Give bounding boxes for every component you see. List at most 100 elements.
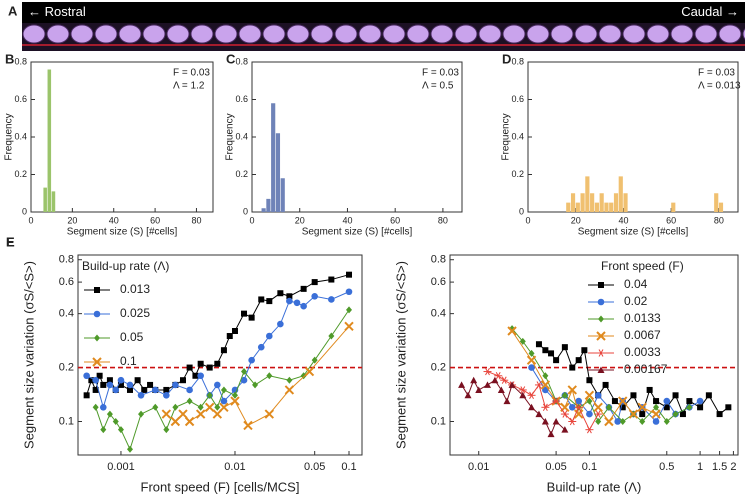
marker	[527, 391, 536, 400]
y-tick-label: 0.1	[59, 415, 74, 427]
marker	[614, 418, 621, 425]
marker	[92, 376, 99, 384]
marker	[646, 386, 653, 393]
x-tick-label: 0.5	[659, 461, 674, 473]
legend-item: 0.04	[588, 277, 648, 291]
y-axis-label: Frequency	[4, 113, 15, 160]
y-tick-label: 0.8	[431, 254, 446, 266]
marker	[300, 372, 307, 380]
marker	[716, 411, 723, 418]
marker	[575, 397, 582, 405]
y-tick-label: 0.4	[431, 308, 446, 320]
marker	[197, 360, 204, 367]
histogram-bar	[51, 191, 56, 212]
y-tick-label: 0.6	[235, 94, 248, 104]
marker	[500, 376, 509, 384]
marker	[248, 314, 255, 321]
marker	[94, 334, 100, 342]
marker	[547, 430, 555, 438]
marker	[597, 298, 605, 306]
marker	[344, 321, 354, 331]
y-axis-label: Frequency	[501, 113, 512, 160]
y-tick-label: 0.2	[511, 169, 524, 179]
marker	[206, 364, 213, 371]
marker	[172, 381, 179, 389]
histogram-bar	[623, 193, 628, 212]
marker	[186, 397, 193, 405]
legend-item: 0.0133	[588, 311, 661, 325]
marker	[311, 292, 318, 300]
marker	[93, 310, 101, 318]
legend-label: 0.0033	[624, 345, 661, 359]
marker	[594, 392, 602, 399]
y-tick-label: 0.6	[59, 276, 74, 288]
legend-item: 0.0067	[588, 328, 661, 342]
legend-label: 0.1	[120, 354, 137, 368]
marker	[345, 288, 353, 296]
marker	[586, 397, 593, 405]
histogram-bar	[271, 103, 276, 212]
marker	[705, 392, 712, 399]
marker	[106, 410, 113, 418]
marker	[264, 409, 275, 419]
x-tick-label: 0.05	[304, 461, 325, 473]
marker	[214, 360, 221, 367]
marker	[507, 326, 517, 336]
histogram-bar	[566, 202, 571, 212]
marker	[568, 404, 576, 411]
marker	[286, 297, 293, 305]
x-axis-label: Segment size (S) [#cells]	[302, 227, 413, 238]
marker	[328, 296, 335, 303]
marker	[141, 386, 148, 393]
panel-label: D	[502, 51, 511, 66]
y-tick-label: 0.2	[59, 361, 74, 373]
histogram-bar	[613, 193, 619, 212]
y-tick-label: 0.6	[14, 94, 27, 104]
marker	[83, 392, 90, 399]
y-tick-label: 0.4	[511, 131, 524, 141]
marker	[569, 364, 576, 371]
marker	[231, 391, 238, 399]
marker	[230, 396, 240, 406]
marker	[266, 298, 273, 305]
x-tick-label: 0.1	[341, 461, 356, 473]
marker	[518, 386, 527, 394]
marker	[147, 381, 154, 388]
marker	[458, 381, 466, 388]
x-tick-label: 0	[525, 215, 530, 225]
marker	[204, 402, 215, 413]
y-tick-label: 0.4	[59, 308, 74, 320]
marker	[137, 392, 145, 399]
marker	[112, 417, 119, 425]
marker	[696, 397, 704, 405]
legend-title: Front speed (F)	[601, 259, 684, 273]
marker	[92, 357, 102, 367]
marker	[484, 381, 492, 388]
histogram-bar	[590, 193, 595, 212]
marker	[542, 372, 549, 380]
histogram-bar	[261, 208, 266, 212]
marker	[628, 409, 639, 419]
marker	[214, 403, 221, 411]
marker	[605, 403, 612, 411]
annotation: Λ = 1.2	[173, 81, 205, 92]
marker	[163, 426, 170, 434]
y-tick-label: 0.8	[235, 56, 248, 66]
y-tick-label: 0	[22, 206, 27, 216]
marker	[619, 417, 626, 425]
marker	[672, 392, 679, 399]
legend-title: Build-up rate (Λ)	[82, 259, 169, 273]
y-tick-label: 0.2	[431, 361, 446, 373]
histogram-bar	[599, 193, 604, 212]
histogram-bar	[275, 133, 281, 212]
marker	[220, 347, 227, 354]
marker	[220, 397, 228, 405]
marker	[464, 391, 472, 399]
marker	[508, 381, 516, 388]
marker	[161, 409, 172, 419]
marker	[178, 409, 188, 419]
marker	[637, 402, 647, 413]
marker	[528, 349, 535, 357]
histogram-bar	[594, 202, 599, 212]
marker	[197, 403, 204, 411]
